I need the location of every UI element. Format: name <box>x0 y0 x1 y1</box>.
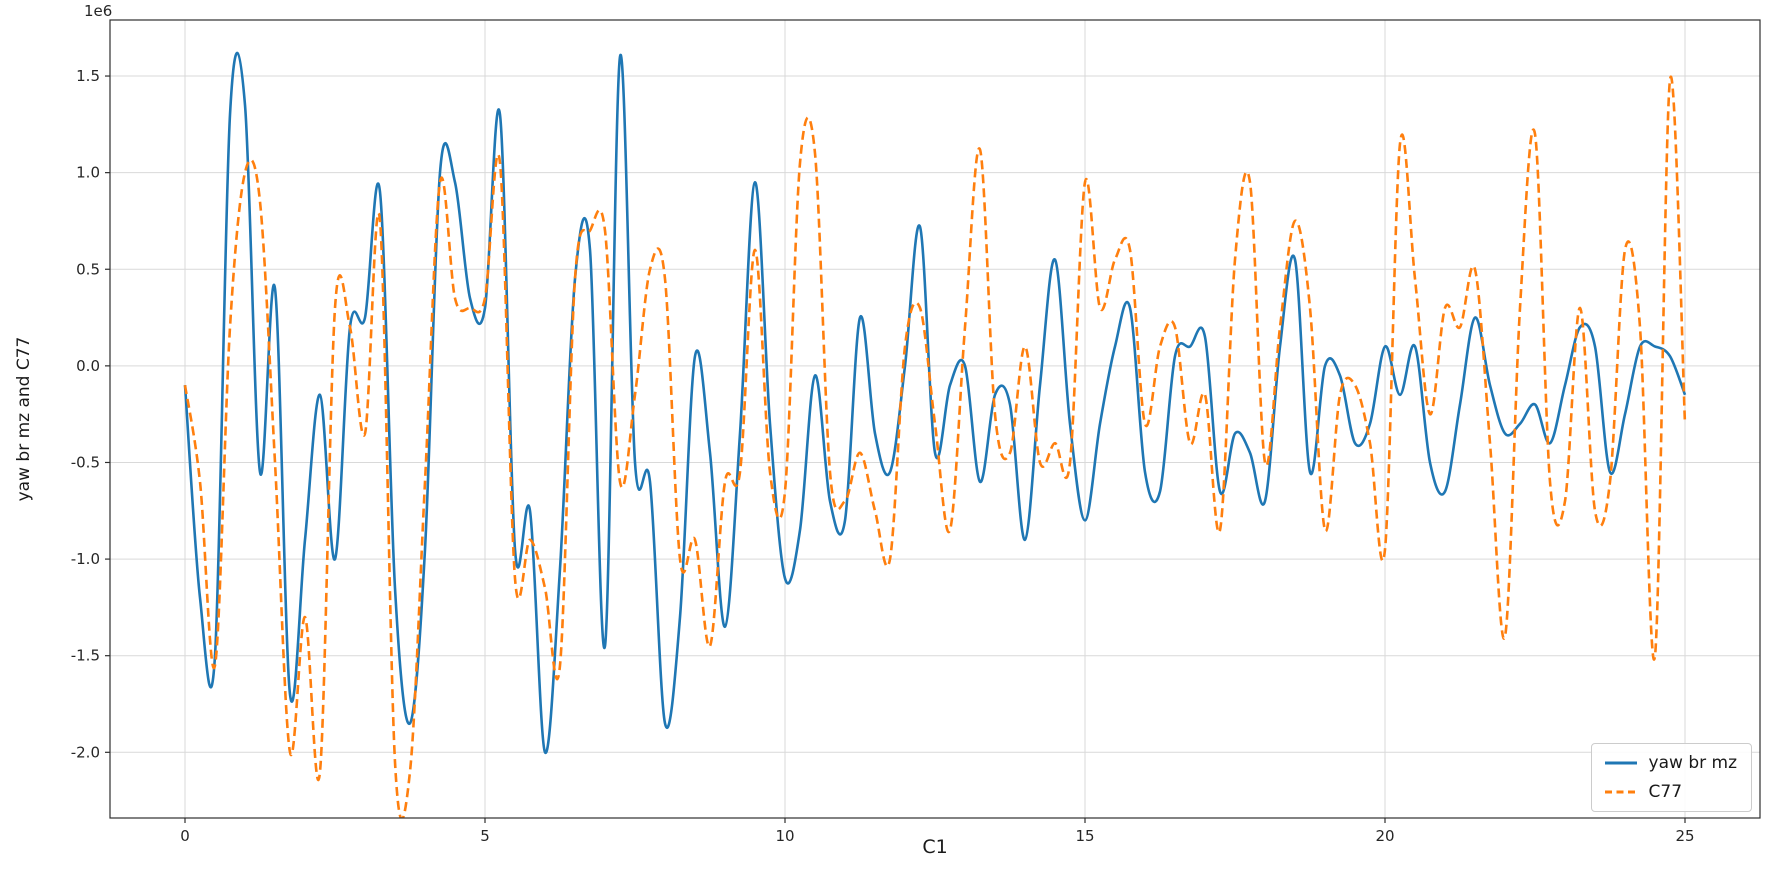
legend-line-sample-solid-icon <box>1604 761 1637 765</box>
y-tick-label: -2.0 <box>71 743 100 761</box>
y-tick-label: 1.5 <box>76 67 100 85</box>
y-tick-label: 1.0 <box>76 164 100 182</box>
x-tick-label: 0 <box>180 827 190 845</box>
legend-item-c77: C77 <box>1603 782 1737 802</box>
series-line-yaw-br-mz <box>183 51 1687 754</box>
y-tick-label: -0.5 <box>71 453 100 471</box>
y-tick-label: 0.5 <box>76 260 100 278</box>
legend-line-sample-dashed-icon <box>1604 790 1637 794</box>
y-tick-label: -1.0 <box>71 550 100 568</box>
legend-label-yaw-br-mz: yaw br mz <box>1648 753 1737 773</box>
series-line-c77 <box>183 75 1687 818</box>
legend: yaw br mz C77 <box>1590 743 1752 812</box>
plot-border <box>109 19 1761 819</box>
x-tick-label: 5 <box>480 827 490 845</box>
legend-item-yaw-br-mz: yaw br mz <box>1603 753 1737 773</box>
x-tick-label: 20 <box>1375 827 1394 845</box>
x-axis-label: C1 <box>922 836 948 858</box>
x-tick-label: 25 <box>1675 827 1694 845</box>
y-tick-label: -1.5 <box>71 647 100 665</box>
y-tick-label: 0.0 <box>76 357 100 375</box>
y-axis-offset-label: 1e6 <box>84 2 113 20</box>
x-tick-label: 10 <box>775 827 794 845</box>
y-axis-label: yaw br mz and C77 <box>14 336 34 502</box>
x-tick-label: 15 <box>1075 827 1094 845</box>
legend-label-c77: C77 <box>1648 782 1683 802</box>
